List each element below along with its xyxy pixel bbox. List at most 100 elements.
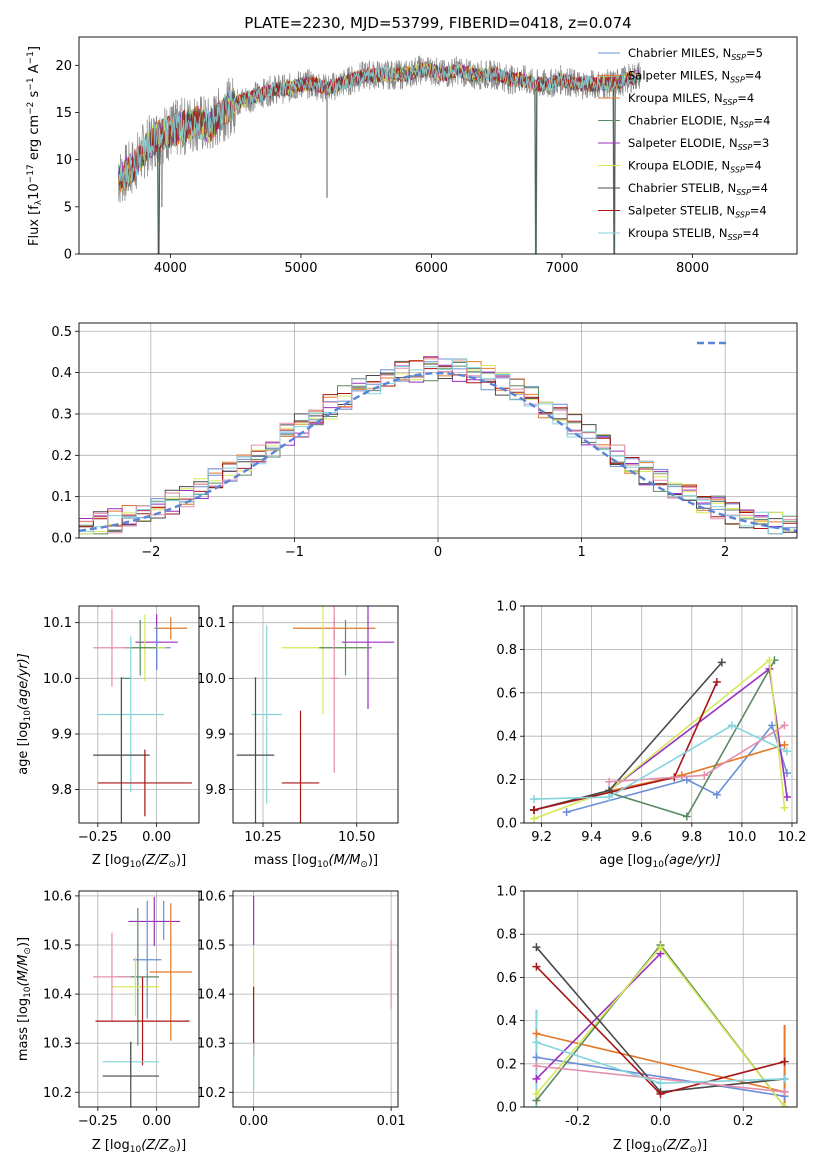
y-axis-label-part: age [log (16, 722, 31, 775)
weight-marker (530, 814, 539, 823)
x-tick-label: 2 (721, 545, 729, 560)
x-tick-label: 5000 (284, 261, 317, 276)
legend-nssp: =4 (751, 181, 768, 195)
histogram-series (79, 358, 797, 535)
y-tick-label: 10.4 (43, 988, 72, 1003)
x-axis-label-part: ⊙ (360, 860, 368, 870)
y-axis-label: mass [log10(M/M⊙)] (16, 937, 33, 1061)
y-tick-label: 10.5 (197, 939, 226, 954)
legend-sub: SSP (736, 188, 751, 197)
x-axis-label-part: Z [log (92, 853, 130, 868)
weight-line (536, 1065, 785, 1093)
y-tick-label: 0.5 (51, 325, 72, 340)
weight-marker (780, 1074, 789, 1083)
y-tick-label: 10.0 (197, 672, 226, 687)
x-tick-label: 9.4 (581, 830, 602, 845)
legend-entry: Salpeter STELIB, NSSP=4 (628, 204, 767, 220)
x-tick-label: 0.00 (142, 1114, 171, 1129)
y-tick-label: 0.3 (51, 407, 72, 422)
y-tick-label: 9.9 (205, 727, 226, 742)
plot-area (236, 606, 395, 823)
x-axis-label: Z [log10(Z/Z⊙)] (92, 1138, 186, 1155)
legend-nssp: =4 (750, 204, 767, 218)
legend-sub: SSP (728, 233, 743, 242)
weight-line (609, 724, 785, 783)
x-axis-label-part: 10 (652, 860, 664, 870)
histogram-series (79, 358, 797, 534)
plot-area (93, 608, 192, 823)
weight-marker (765, 656, 774, 665)
weight-marker (767, 721, 776, 730)
legend-entry: Salpeter MILES, NSSP=4 (628, 69, 762, 85)
legend-nssp: =4 (737, 91, 754, 105)
weight-line (536, 1056, 785, 1097)
weight-line (533, 724, 788, 800)
y-axis-label-part: ] (27, 46, 42, 51)
y-axis-label-part: Flux [f (27, 205, 42, 246)
y-tick-label: 10.2 (43, 1086, 72, 1101)
x-tick-label: 6000 (415, 261, 448, 276)
y-tick-label: 0.4 (496, 1014, 517, 1029)
legend-sub: SSP (738, 143, 753, 152)
weight-marker (532, 1053, 541, 1062)
x-tick-label: 9.2 (531, 830, 552, 845)
x-axis-label: mass [log10(M/M⊙)] (254, 853, 378, 870)
y-tick-label: 5 (64, 200, 72, 215)
x-axis-label-part: )] (176, 1138, 186, 1153)
grid (524, 890, 797, 1108)
y-axis-label-part: −1 (26, 77, 36, 90)
y-tick-label: 10.1 (197, 616, 226, 631)
model-spectrum-chabrier-miles (117, 61, 641, 254)
grid (79, 891, 199, 1107)
x-tick-label: 0.0 (650, 1114, 671, 1129)
weight-line (533, 681, 718, 811)
weight-marker (712, 790, 721, 799)
legend-name: Kroupa MILES, N (628, 91, 723, 105)
weight-line (533, 658, 786, 820)
weight-marker (532, 1038, 541, 1047)
y-tick-label: 20 (55, 59, 72, 74)
plot-area (532, 941, 789, 1107)
x-tick-label: 0.2 (733, 1114, 754, 1129)
weight-marker (532, 1061, 541, 1070)
ticks: 4000 5000 6000 7000 8000 0 5 10 15 20 (55, 59, 709, 276)
weight-marker (532, 1090, 541, 1099)
plot-area (530, 656, 791, 823)
legend-name: Chabrier ELODIE, N (628, 114, 739, 128)
weight-marker (780, 1103, 789, 1107)
legend-nssp: =5 (746, 46, 763, 60)
x-axis-label-part: )] (697, 1138, 707, 1153)
y-axis-label-part: −17 (26, 164, 36, 183)
y-tick-label: 0.6 (496, 971, 517, 986)
x-axis-label-part: ⊙ (168, 1145, 176, 1155)
weight-marker (530, 805, 539, 814)
ticks: -0.2 0.0 0.2 0.0 0.2 0.4 0.6 0.8 1.0 (496, 885, 753, 1130)
weight-marker (780, 740, 789, 749)
weight-marker (530, 795, 539, 804)
x-tick-label: -0.2 (565, 1114, 590, 1129)
x-axis-label-part: (age/yr)] (664, 853, 721, 868)
weight-marker (656, 1090, 665, 1099)
x-tick-label: 0 (434, 545, 442, 560)
weight-marker (605, 777, 614, 786)
axes-frame (78, 36, 798, 255)
x-tick-label: 0.00 (239, 1114, 268, 1129)
x-axis-label-part: )] (368, 853, 378, 868)
y-axis-label-part: (M/M (16, 955, 31, 987)
y-axis-label-part: 10 (27, 183, 42, 200)
y-tick-label: 0.0 (496, 817, 517, 832)
age-vs-mass-panel: 10.25 10.50 9.8 9.9 10.0 10.1 mass [log10(M/M⊙… (197, 605, 399, 870)
legend-entry: Kroupa STELIB, NSSP=4 (628, 226, 759, 242)
residual-histogram-panel: −2 −1 0 1 2 0.0 0.1 0.2 0.3 0.4 0.5 (51, 322, 798, 560)
y-axis-label-part: mass [log (16, 998, 31, 1061)
x-axis-label-part: Z [log (92, 1138, 130, 1153)
weight-marker (532, 1029, 541, 1038)
legend-name: Chabrier MILES, N (628, 46, 731, 60)
mass-vs-ebv-panel: 0.00 0.01 10.2 10.3 10.4 10.5 10.6 (197, 889, 406, 1129)
y-tick-label: 0.2 (51, 449, 72, 464)
x-axis-label-part: (Z/Z (662, 1138, 690, 1153)
weight-line (533, 667, 788, 811)
y-axis-label: age [log10(age/yr)] (16, 653, 33, 775)
